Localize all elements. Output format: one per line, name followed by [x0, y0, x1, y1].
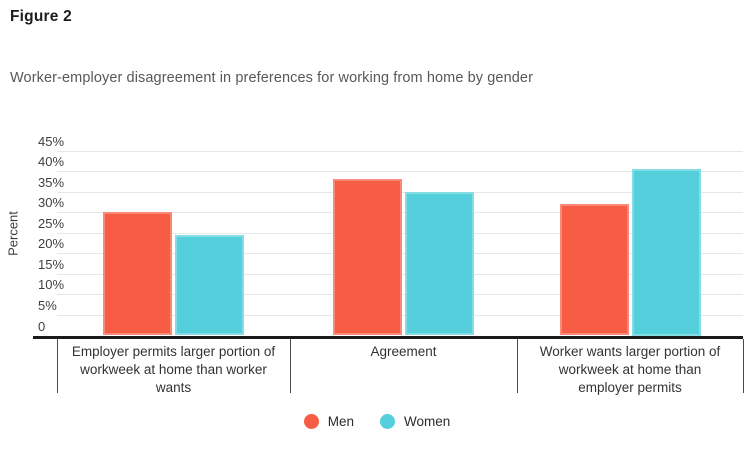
y-tick-label-10: 10% — [38, 277, 65, 293]
y-tick-label-15: 15% — [38, 256, 65, 272]
bar-men-1 — [103, 212, 172, 336]
y-tick-label-35: 35% — [38, 174, 65, 190]
y-tick-label-20: 20% — [38, 236, 65, 252]
y-tick-label-25: 25% — [38, 215, 65, 231]
legend-label-men: Men — [327, 414, 354, 429]
x-axis-tick-3 — [517, 338, 518, 393]
x-axis-tick-4 — [743, 338, 744, 393]
y-tick-label-45: 45% — [38, 133, 65, 149]
bar-men-3 — [559, 203, 629, 336]
gridline-40 — [57, 171, 743, 173]
category-label-2: Agreement — [370, 344, 437, 359]
category-label-3: Worker wants larger portion of workweek … — [539, 344, 721, 395]
legend-dot-men — [303, 414, 319, 429]
chart-legend: Men Women — [0, 414, 754, 429]
gridline-45 — [57, 150, 743, 152]
figure-label: Figure 2 — [10, 8, 72, 25]
legend-item-women: Women — [379, 414, 451, 429]
bar-women-3 — [631, 169, 701, 336]
y-tick-label-5: 5% — [38, 297, 57, 313]
legend-label-women: Women — [403, 414, 451, 429]
chart-subtitle: Worker-employer disagreement in preferen… — [10, 70, 534, 86]
y-tick-label-30: 30% — [38, 195, 65, 211]
category-label-1: Employer permits larger portion of workw… — [71, 344, 276, 395]
y-tick-label-40: 40% — [38, 154, 65, 170]
x-axis-tick-1 — [57, 338, 58, 393]
legend-item-men: Men — [303, 414, 354, 429]
y-tick-label-0: 0 — [38, 318, 46, 334]
x-axis-line — [33, 335, 743, 339]
x-axis-tick-2 — [290, 338, 291, 393]
bar-men-2 — [333, 179, 402, 336]
y-axis-title: Percent — [5, 211, 21, 256]
bar-women-2 — [405, 191, 474, 336]
legend-dot-women — [379, 414, 395, 429]
bar-women-1 — [175, 234, 244, 336]
